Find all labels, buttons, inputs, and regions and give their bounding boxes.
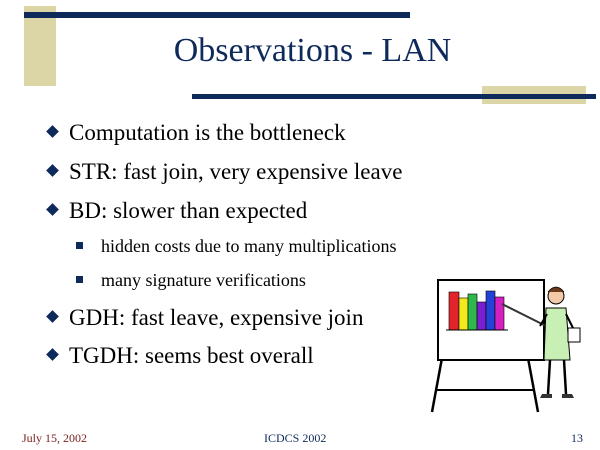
square-bullet-icon — [76, 242, 83, 249]
diamond-bullet-icon — [46, 310, 59, 323]
diamond-bullet-icon — [46, 203, 59, 216]
bullet-text: STR: fast join, very expensive leave — [69, 159, 403, 184]
bullet-item: Computation is the bottleneck — [44, 120, 346, 146]
bullet-item: STR: fast join, very expensive leave — [44, 159, 402, 185]
diamond-bullet-icon — [46, 164, 59, 177]
square-bullet-icon — [76, 276, 83, 283]
sub-bullet-item: many signature verifications — [76, 270, 306, 291]
bullet-text: Computation is the bottleneck — [69, 120, 346, 145]
footer-conference: ICDCS 2002 — [264, 431, 327, 445]
bullet-text: TGDH: seems best overall — [69, 343, 314, 368]
diamond-bullet-icon — [46, 125, 59, 138]
bullet-item: TGDH: seems best overall — [44, 343, 314, 369]
decorative-navy-rule-top — [24, 12, 410, 18]
sub-bullet-item: hidden costs due to many multiplications — [76, 236, 396, 257]
decorative-tan-block-top — [24, 6, 56, 86]
bullet-item: BD: slower than expected — [44, 198, 307, 224]
diamond-bullet-icon — [46, 348, 59, 361]
slide-title: Observations - LAN — [173, 32, 452, 69]
sub-bullet-text: hidden costs due to many multiplications — [101, 236, 397, 256]
decorative-navy-rule-bottom — [192, 94, 596, 99]
footer-date: July 15, 2002 — [22, 431, 88, 445]
bullet-text: BD: slower than expected — [69, 198, 308, 223]
page-number: 13 — [571, 431, 583, 445]
bullet-item: GDH: fast leave, expensive join — [44, 305, 363, 331]
bullet-text: GDH: fast leave, expensive join — [69, 305, 364, 330]
presenter-chart-clipart — [430, 279, 581, 413]
sub-bullet-text: many signature verifications — [101, 270, 306, 290]
